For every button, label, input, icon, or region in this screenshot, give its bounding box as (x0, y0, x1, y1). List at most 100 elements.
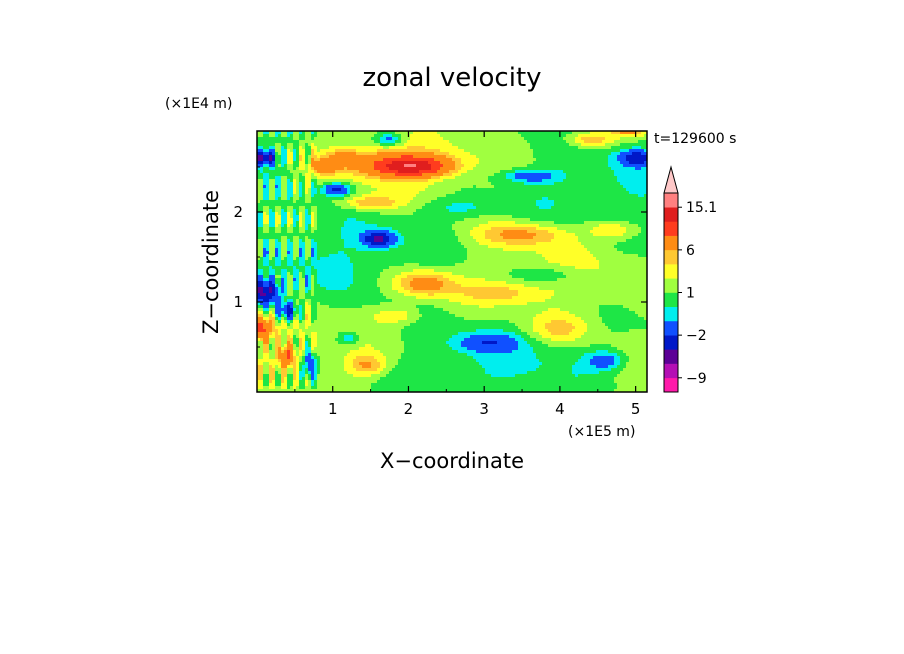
field-cell (344, 191, 348, 195)
field-cell (353, 173, 357, 177)
field-cell (284, 209, 288, 213)
field-cell (308, 239, 312, 243)
field-cell (539, 179, 543, 183)
field-cell (371, 149, 375, 153)
field-cell (443, 239, 447, 243)
field-cell (644, 131, 648, 135)
field-cell (368, 173, 372, 177)
field-cell (443, 212, 447, 216)
field-cell (377, 203, 381, 207)
field-cell (632, 152, 636, 156)
field-cell (590, 134, 594, 138)
field-cell (542, 155, 546, 159)
field-cell (527, 182, 531, 186)
field-cell (296, 185, 300, 189)
field-cell (563, 176, 567, 180)
field-cell (329, 224, 333, 228)
field-cell (257, 146, 261, 150)
field-cell (587, 194, 591, 198)
field-cell (332, 197, 336, 201)
field-cell (542, 161, 546, 165)
field-cell (620, 158, 624, 162)
field-cell (605, 170, 609, 174)
field-cell (359, 131, 363, 135)
field-cell (488, 140, 492, 144)
field-cell (476, 221, 480, 225)
field-cell (380, 167, 384, 171)
field-cell (461, 194, 465, 198)
field-cell (437, 200, 441, 204)
field-cell (578, 143, 582, 147)
field-cell (305, 236, 309, 240)
field-cell (569, 206, 573, 210)
field-cell (275, 146, 279, 150)
field-cell (530, 239, 534, 243)
field-cell (371, 188, 375, 192)
field-cell (425, 206, 429, 210)
field-cell (401, 206, 405, 210)
field-cell (491, 206, 495, 210)
field-cell (296, 221, 300, 225)
field-cell (464, 146, 468, 150)
field-cell (422, 140, 426, 144)
field-cell (266, 161, 270, 165)
field-cell (362, 155, 366, 159)
field-cell (500, 164, 504, 168)
field-cell (611, 233, 615, 237)
field-cell (530, 182, 534, 186)
field-cell (311, 152, 315, 156)
field-cell (536, 191, 540, 195)
field-cell (389, 239, 393, 243)
field-cell (335, 206, 339, 210)
field-cell (290, 152, 294, 156)
field-cell (638, 230, 642, 234)
field-cell (290, 203, 294, 207)
field-cell (503, 182, 507, 186)
field-cell (389, 245, 393, 249)
field-cell (503, 224, 507, 228)
field-cell (281, 185, 285, 189)
field-cell (587, 200, 591, 204)
field-cell (521, 242, 525, 246)
field-cell (281, 230, 285, 234)
field-cell (566, 236, 570, 240)
field-cell (275, 239, 279, 243)
field-cell (482, 179, 486, 183)
field-cell (527, 203, 531, 207)
field-cell (554, 143, 558, 147)
field-cell (323, 230, 327, 234)
field-cell (539, 152, 543, 156)
field-cell (548, 173, 552, 177)
field-cell (380, 164, 384, 168)
field-cell (380, 134, 384, 138)
field-cell (320, 182, 324, 186)
field-cell (371, 131, 375, 135)
field-cell (614, 224, 618, 228)
field-cell (518, 242, 522, 246)
field-cell (353, 191, 357, 195)
field-cell (605, 179, 609, 183)
field-cell (470, 233, 474, 237)
field-cell (257, 164, 261, 168)
field-cell (626, 146, 630, 150)
field-cell (512, 200, 516, 204)
field-cell (497, 179, 501, 183)
field-cell (407, 239, 411, 243)
field-cell (320, 146, 324, 150)
field-cell (446, 227, 450, 231)
field-cell (500, 194, 504, 198)
field-cell (371, 179, 375, 183)
field-cell (311, 236, 315, 240)
field-cell (620, 131, 624, 135)
field-cell (560, 236, 564, 240)
field-cell (380, 197, 384, 201)
field-cell (611, 173, 615, 177)
field-cell (344, 239, 348, 243)
field-cell (308, 188, 312, 192)
field-cell (500, 152, 504, 156)
field-cell (431, 137, 435, 141)
field-cell (599, 206, 603, 210)
field-cell (434, 230, 438, 234)
field-cell (452, 227, 456, 231)
field-cell (347, 245, 351, 249)
